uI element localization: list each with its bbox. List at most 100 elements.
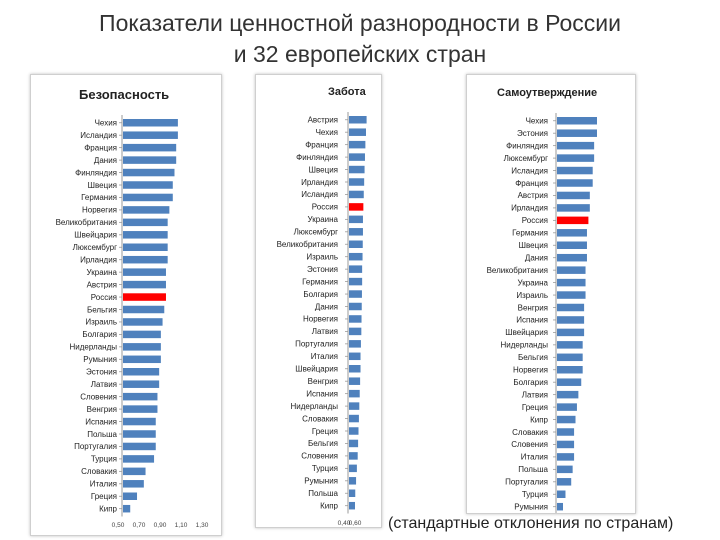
bar (557, 502, 563, 511)
bar (349, 389, 360, 398)
x-tick-label: 0,40 (338, 520, 351, 527)
bar (349, 277, 363, 286)
category-label: Португалия (505, 478, 548, 487)
bar (349, 252, 363, 261)
category-label: Латвия (91, 380, 117, 389)
bar (349, 240, 363, 248)
bar (349, 414, 359, 423)
category-label: Люксембург (73, 243, 117, 252)
x-tick-label: 0,70 (133, 522, 146, 529)
category-label: Греция (522, 403, 548, 412)
bar (123, 430, 156, 438)
bar (557, 253, 587, 262)
category-label: Германия (302, 277, 338, 286)
category-label: Дания (94, 156, 117, 165)
category-label: Исландия (301, 190, 338, 199)
category-label: Италия (521, 453, 548, 462)
chart-panel-self-assertion: Самоутверждение Чехия Эстония Финляндия Люкс… (466, 74, 636, 514)
category-label: Словения (80, 392, 117, 401)
category-label: Турция (312, 464, 338, 473)
category-label: Эстония (86, 368, 117, 377)
bar (349, 165, 365, 174)
category-label: Турция (522, 490, 548, 499)
bar (557, 278, 586, 287)
bar (123, 318, 163, 326)
bar (349, 477, 357, 485)
bar (557, 353, 583, 362)
category-label: Турция (91, 455, 117, 464)
bar (349, 352, 361, 361)
bar (557, 266, 586, 274)
bar (123, 131, 178, 139)
category-label: Германия (512, 229, 548, 238)
bar (557, 141, 595, 150)
bar (349, 452, 358, 460)
category-label: Румыния (83, 355, 117, 364)
category-label: Финляндия (296, 153, 338, 162)
category-label: Италия (90, 480, 117, 489)
category-label: Италия (311, 352, 338, 361)
category-label: Нидерланды (291, 402, 339, 411)
chart-panel-security: Безопасность Чехия Исландия Франция Дания Фин… (30, 74, 222, 536)
category-label: Норвегия (82, 206, 117, 215)
category-label: Румыния (304, 477, 338, 486)
category-label: Украина (518, 278, 549, 287)
category-label: Словения (511, 440, 548, 449)
category-label: Люксембург (504, 154, 548, 163)
category-label: Кипр (530, 415, 548, 424)
category-label: Великобритания (487, 266, 548, 275)
bar (123, 355, 161, 364)
category-label: Люксембург (294, 228, 338, 237)
bar-highlight (349, 203, 364, 211)
category-label: Франция (84, 143, 117, 152)
category-label: Нидерланды (501, 341, 549, 350)
bar (557, 328, 585, 337)
category-label: Швеция (309, 165, 338, 174)
category-label: Греция (91, 492, 117, 501)
category-label: Ирландия (511, 204, 548, 213)
x-tick-label: 0,50 (112, 522, 125, 529)
chart-title: Безопасность (79, 87, 169, 102)
bar (123, 255, 168, 264)
bar (123, 243, 168, 251)
bar (557, 341, 583, 349)
bar (557, 166, 593, 175)
bar (123, 467, 146, 476)
category-label: Словакия (512, 428, 548, 437)
bar (349, 402, 360, 410)
category-label: Швейцария (295, 365, 338, 374)
bar (557, 291, 586, 299)
category-label: Эстония (517, 129, 548, 138)
category-label: Ирландия (301, 178, 338, 187)
category-label: Швейцария (74, 231, 117, 240)
bar (557, 117, 597, 125)
bar (123, 268, 166, 276)
category-label: Нидерланды (70, 343, 118, 352)
category-label: Австрия (518, 191, 548, 200)
bar (557, 229, 587, 237)
bar (557, 453, 575, 461)
category-label: Великобритания (56, 218, 117, 227)
bar (349, 116, 367, 124)
category-label: Болгария (513, 378, 548, 387)
chart-title: Самоутверждение (497, 87, 597, 99)
bar (123, 417, 156, 426)
category-label: Россия (312, 203, 338, 212)
bar (123, 330, 161, 339)
category-label: Бельгия (518, 353, 548, 362)
category-label: Португалия (74, 442, 117, 451)
category-label: Польша (518, 465, 548, 474)
bar (349, 377, 361, 385)
category-label: Германия (81, 193, 117, 202)
category-label: Чехия (316, 128, 338, 137)
bar (557, 303, 585, 312)
category-label: Швеция (88, 181, 117, 190)
category-label: Румыния (514, 502, 548, 511)
category-label: Польша (87, 430, 117, 439)
bar (557, 415, 576, 424)
category-label: Венгрия (87, 405, 117, 414)
bar (123, 480, 144, 488)
slide-title-line-2: и 32 европейских стран (233, 41, 487, 67)
bar (123, 405, 158, 413)
category-label: Эстония (307, 265, 338, 274)
